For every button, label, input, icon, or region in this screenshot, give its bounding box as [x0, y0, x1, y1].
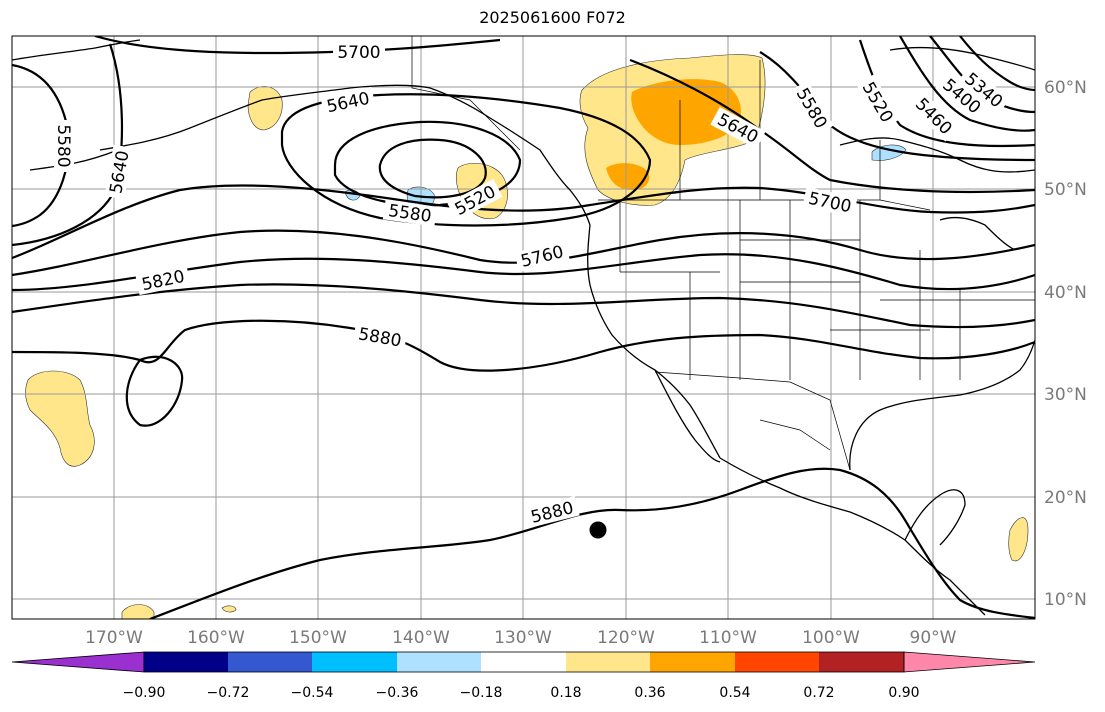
border-mexico-states: [759, 419, 831, 451]
anomaly-region-yellow-tiny: [221, 605, 237, 613]
colorbar-segment: [566, 652, 650, 672]
lon-label: 130°W: [494, 628, 552, 648]
coastline-west-us: [587, 224, 721, 459]
anomaly-region-orange-small: [606, 163, 650, 190]
map-title: 2025061600 F072: [479, 8, 626, 27]
contour-label: 5700: [337, 43, 380, 63]
colorbar-extend-left: [11, 651, 145, 673]
contour-5640-east: [629, 58, 1035, 194]
colorbar-tick: 0.90: [888, 685, 919, 701]
colorbar-tick: −0.18: [460, 685, 503, 701]
colorbar: −0.90 −0.72 −0.54 −0.36 −0.18 0.18 0.36 …: [11, 651, 1036, 701]
coastline-yucatan: [904, 489, 966, 546]
colorbar-segment: [650, 652, 735, 672]
anomaly-region-yellow-pacific: [25, 370, 95, 467]
lon-label: 140°W: [392, 628, 450, 648]
contour-label: 5520: [858, 79, 897, 126]
lon-label: 120°W: [597, 628, 655, 648]
border-us-mexico: [654, 371, 851, 471]
contour-label: 5640: [325, 89, 371, 118]
anomaly-region-blue-hudson: [871, 144, 907, 161]
colorbar-segment: [228, 652, 312, 672]
lat-label: 40°N: [1044, 283, 1087, 303]
colorbar-segment: [481, 652, 566, 672]
contour-label: 5640: [106, 149, 133, 195]
coastline-alaska-south: [99, 84, 591, 226]
contour-5880-north: [12, 319, 1035, 372]
lon-label: 110°W: [699, 628, 757, 648]
coastline-mexico-pacific: [719, 457, 986, 616]
contour-label: 5880: [357, 324, 403, 351]
contour-5820: [12, 253, 1035, 292]
colorbar-segment: [819, 652, 904, 672]
colorbar-extend-right: [903, 651, 1036, 673]
contour-labels: 5700 5640 5580 5520 5640 5580 5520 5460 …: [53, 42, 1011, 528]
lon-label: 100°W: [802, 628, 860, 648]
lon-label: 170°W: [85, 628, 143, 648]
colorbar-segment: [735, 652, 819, 672]
storm-marker: [589, 521, 607, 539]
coastline-hudson: [839, 137, 1035, 173]
contour-label: 5700: [807, 189, 853, 218]
colorbar-tick: −0.54: [291, 685, 334, 701]
lat-label: 10°N: [1044, 590, 1087, 610]
contour-label: 5760: [519, 242, 566, 272]
lon-label: 150°W: [289, 628, 347, 648]
colorbar-tick: −0.72: [207, 685, 250, 701]
border-alaska-canada: [411, 36, 521, 151]
map-frame: [11, 35, 1036, 620]
contour-5520-low: [378, 138, 487, 199]
contour-5880-pacific-loop: [125, 355, 184, 427]
colorbar-tick: 0.36: [634, 685, 665, 701]
contour-5340-east: [959, 36, 1035, 92]
colorbar-segment: [312, 652, 397, 672]
colorbar-tick: −0.90: [123, 685, 166, 701]
colorbar-tick: −0.36: [376, 685, 419, 701]
lat-label: 60°N: [1044, 78, 1087, 98]
anomaly-region-yellow-caribbean: [1008, 517, 1029, 562]
contour-5520-east: [858, 39, 1035, 148]
contour-label: 5580: [53, 124, 73, 167]
contour-5700-north: [94, 36, 501, 55]
coastline-gulf-mexico: [849, 339, 1035, 471]
contour-5700-main: [12, 184, 1035, 260]
latitude-labels: 60°N 50°N 40°N 30°N 20°N 10°N: [1044, 78, 1087, 610]
coastline-baja: [654, 369, 721, 463]
colorbar-tick: 0.18: [550, 685, 581, 701]
anomaly-region-yellow-alaska: [247, 86, 283, 131]
lon-label: 160°W: [187, 628, 245, 648]
lon-label: 90°W: [910, 628, 957, 648]
anomaly-region-orange-canada: [631, 79, 741, 145]
coastline-great-lakes: [939, 216, 1016, 251]
contour-5640-low-outer: [280, 93, 652, 227]
coastline-aleutians: [29, 149, 119, 171]
colorbar-segment: [397, 652, 481, 672]
colorbar-tick: 0.54: [719, 685, 750, 701]
longitude-labels: 170°W 160°W 150°W 140°W 130°W 120°W 110°…: [85, 628, 957, 648]
contour-5580-east: [759, 51, 1035, 162]
colorbar-outline: [143, 651, 905, 673]
lat-label: 50°N: [1044, 180, 1087, 200]
anomaly-region-yellow-south: [121, 604, 155, 619]
contour-5880-south: [149, 467, 1035, 619]
colorbar-segment: [144, 652, 228, 672]
lat-label: 30°N: [1044, 385, 1087, 405]
contour-label: 5580: [792, 85, 831, 132]
contour-5820-south: [12, 283, 1035, 329]
contour-5460-east: [899, 36, 1035, 132]
colorbar-tick: 0.72: [803, 685, 834, 701]
coastline-arctic: [889, 46, 1035, 71]
lat-label: 20°N: [1044, 488, 1087, 508]
anomaly-shading: [25, 54, 1029, 619]
